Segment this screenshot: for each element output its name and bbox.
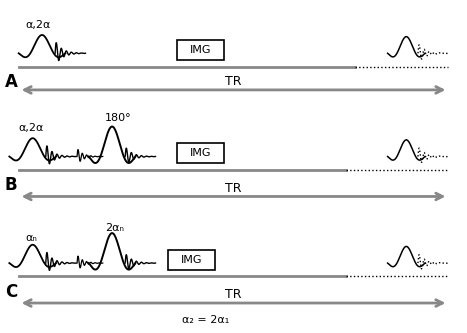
Text: A: A [5,73,18,91]
Text: IMG: IMG [181,255,202,265]
Text: B: B [5,176,17,194]
Text: α,2α: α,2α [26,20,51,30]
Text: IMG: IMG [190,45,212,55]
Text: α₂ = 2α₁: α₂ = 2α₁ [182,315,229,325]
Text: α,2α: α,2α [19,123,44,133]
Bar [168,250,215,270]
Text: αₙ: αₙ [26,233,37,243]
Bar [177,40,224,60]
Bar [177,143,224,163]
Text: 2αₙ: 2αₙ [105,223,124,233]
Text: 180°: 180° [105,113,132,123]
Text: IMG: IMG [190,148,212,158]
Text: TR: TR [225,75,242,88]
Text: C: C [5,283,17,301]
Text: TR: TR [225,288,242,301]
Text: TR: TR [225,182,242,195]
